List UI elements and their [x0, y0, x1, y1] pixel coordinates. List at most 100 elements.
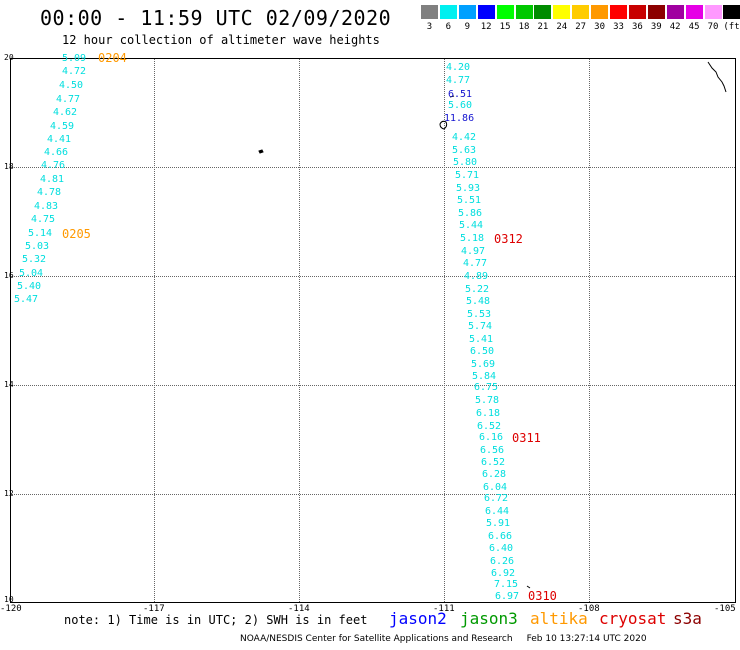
scale-swatch	[477, 5, 495, 19]
swh-value: 5.71	[455, 170, 480, 181]
scale-label: 70	[707, 22, 719, 32]
swh-value: 6.40	[489, 543, 514, 554]
grid-line-lon-108	[589, 59, 590, 602]
swh-value: 6.75	[474, 382, 499, 393]
satellite-legend-jason3: jason3	[460, 609, 518, 628]
map-plot-area	[10, 58, 736, 603]
swh-value: 5.32	[22, 254, 47, 265]
swh-value: 6.16	[479, 432, 504, 443]
scale-label: 45	[688, 22, 700, 32]
swh-value: 4.77	[463, 258, 488, 269]
pass-time-0205: 0205	[62, 227, 91, 241]
swh-value: 5.63	[452, 145, 477, 156]
scale-swatch	[553, 5, 571, 19]
swh-value: 6.50	[470, 346, 495, 357]
swh-value: 5.84	[472, 371, 497, 382]
swh-value: 6.44	[485, 506, 510, 517]
swh-value: 4.42	[452, 132, 477, 143]
grid-line-lat-12	[11, 494, 735, 495]
swh-value: 4.77	[446, 75, 471, 86]
swh-value: 4.75	[31, 214, 56, 225]
swh-value: 5.22	[465, 284, 490, 295]
swh-value: 5.93	[456, 183, 481, 194]
swh-value: 5.60	[448, 100, 473, 111]
scale-swatch	[723, 5, 740, 19]
swh-value: 5.48	[466, 296, 491, 307]
swh-value: 5.80	[453, 157, 478, 168]
swh-value: 4.41	[47, 134, 72, 145]
socorro-island-shape	[439, 120, 448, 130]
swh-value: 6.66	[488, 531, 513, 542]
swh-value: 4.72	[62, 66, 87, 77]
swh-value: 5.53	[467, 309, 492, 320]
lon-label-108: -108	[578, 604, 600, 614]
pass-time-0312: 0312	[494, 232, 523, 246]
swh-value: 4.83	[34, 201, 59, 212]
swh-value: 5.40	[17, 281, 42, 292]
scale-swatch	[439, 5, 457, 19]
units-note: note: 1) Time is in UTC; 2) SWH is in fe…	[64, 613, 368, 627]
swh-value: 6.26	[490, 556, 515, 567]
baja-coast-line	[707, 61, 727, 93]
swh-value: 5.69	[471, 359, 496, 370]
satellite-legend-jason2: jason2	[389, 609, 447, 628]
scale-label: 18	[518, 22, 530, 32]
scale-label: 12	[480, 22, 492, 32]
swh-value: 6.52	[481, 457, 506, 468]
south-track-end-mark	[526, 585, 531, 589]
scale-label: 3	[426, 22, 433, 32]
grid-line-lon-114	[299, 59, 300, 602]
map-subtitle: 12 hour collection of altimeter wave hei…	[62, 33, 380, 47]
pass-time-0311: 0311	[512, 431, 541, 445]
scale-swatch	[628, 5, 646, 19]
lat-label-20: 20	[4, 53, 14, 62]
lon-label-105: -105	[714, 604, 736, 614]
lat-label-16: 16	[4, 271, 14, 280]
swh-value: 4.20	[446, 62, 471, 73]
scale-swatch	[685, 5, 703, 19]
grid-line-lat-18	[11, 167, 735, 168]
pass-time-0310: 0310	[528, 589, 557, 603]
swh-value: 6.92	[491, 568, 516, 579]
swh-value: 5.74	[468, 321, 493, 332]
swh-value: 6.04	[483, 482, 508, 493]
scale-swatch	[591, 5, 609, 19]
swh-value: 7.15	[494, 579, 519, 590]
lat-label-18: 18	[4, 162, 14, 171]
swh-value: 5.03	[25, 241, 50, 252]
scale-label: 33	[613, 22, 624, 32]
lat-label-14: 14	[4, 380, 14, 389]
scale-label: 42	[669, 22, 681, 32]
small-island-mark	[449, 95, 455, 98]
scale-swatch	[496, 5, 514, 19]
scale-label: (ft)	[723, 22, 740, 32]
scale-swatch	[458, 5, 476, 19]
swh-value: 5.14	[28, 228, 53, 239]
swh-value: 6.51	[448, 89, 473, 100]
clarion-island-shape	[258, 149, 264, 154]
swh-value: 5.09	[62, 53, 87, 64]
grid-line-lat-14	[11, 385, 735, 386]
scale-label: 36	[631, 22, 643, 32]
scale-label: 27	[575, 22, 587, 32]
scale-swatch	[647, 5, 665, 19]
scale-swatch	[666, 5, 684, 19]
swh-value: 4.62	[53, 107, 78, 118]
swh-value: 5.78	[475, 395, 500, 406]
scale-swatch	[515, 5, 533, 19]
scale-label: 9	[464, 22, 470, 32]
swh-value: 4.77	[56, 94, 81, 105]
scale-swatch	[610, 5, 627, 19]
swh-value: 6.52	[477, 421, 502, 432]
swh-value: 6.28	[482, 469, 507, 480]
satellite-legend-s3a: s3a	[673, 609, 702, 628]
swh-value: 5.41	[469, 334, 494, 345]
satellite-legend-cryosat: cryosat	[599, 609, 667, 628]
lat-label-10: 10	[4, 595, 14, 604]
swh-value: 4.50	[59, 80, 84, 91]
swh-value: 4.81	[40, 174, 65, 185]
swh-value: 5.18	[460, 233, 485, 244]
scale-label: 39	[650, 22, 662, 32]
footer-credit: NOAA/NESDIS Center for Satellite Applica…	[240, 634, 513, 644]
